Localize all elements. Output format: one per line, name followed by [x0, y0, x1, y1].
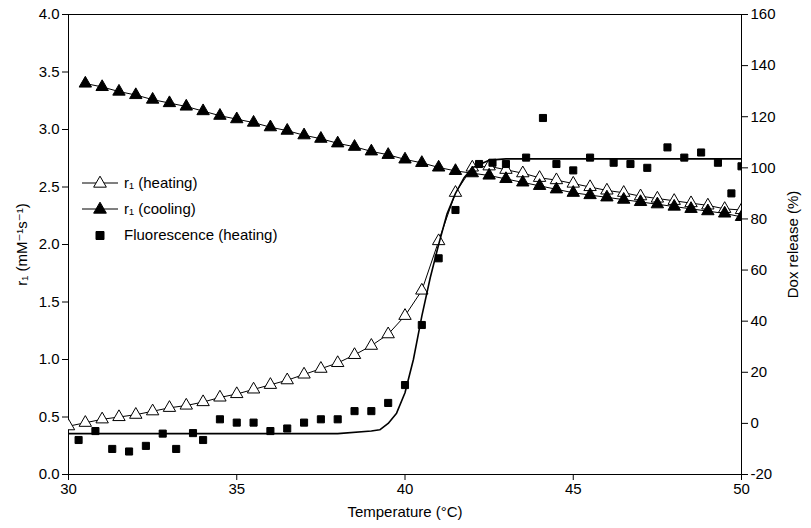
svg-text:3.0: 3.0	[39, 120, 60, 137]
svg-text:-20: -20	[751, 465, 773, 482]
html-text:r₁ (heating): r₁ (heating)	[124, 174, 198, 191]
svg-text:1.0: 1.0	[39, 350, 60, 367]
svg-text:2.0: 2.0	[39, 235, 60, 252]
svg-text:1.5: 1.5	[39, 293, 60, 310]
svg-text:35: 35	[228, 480, 245, 497]
svg-text:0.5: 0.5	[39, 408, 60, 425]
svg-text:120: 120	[751, 108, 776, 125]
svg-text:r₁ (mM⁻¹s⁻¹): r₁ (mM⁻¹s⁻¹)	[13, 203, 30, 286]
html-text:Fluorescence (heating): Fluorescence (heating)	[124, 226, 278, 243]
svg-text:40: 40	[751, 312, 768, 329]
svg-text:60: 60	[751, 261, 768, 278]
svg-text:4.0: 4.0	[39, 5, 60, 22]
svg-text:45: 45	[565, 480, 582, 497]
svg-text:40: 40	[397, 480, 414, 497]
svg-text:Temperature (°C): Temperature (°C)	[347, 503, 462, 520]
svg-text:Dox release (%): Dox release (%)	[784, 191, 801, 299]
svg-text:20: 20	[751, 363, 768, 380]
svg-text:30: 30	[60, 480, 77, 497]
svg-text:0.0: 0.0	[39, 465, 60, 482]
svg-text:2.5: 2.5	[39, 178, 60, 195]
svg-text:140: 140	[751, 56, 776, 73]
svg-text:100: 100	[751, 159, 776, 176]
svg-text:160: 160	[751, 5, 776, 22]
svg-text:50: 50	[733, 480, 750, 497]
html-text:r₁ (cooling): r₁ (cooling)	[124, 200, 196, 217]
svg-text:0: 0	[751, 414, 759, 431]
svg-text:3.5: 3.5	[39, 63, 60, 80]
svg-text:80: 80	[751, 210, 768, 227]
